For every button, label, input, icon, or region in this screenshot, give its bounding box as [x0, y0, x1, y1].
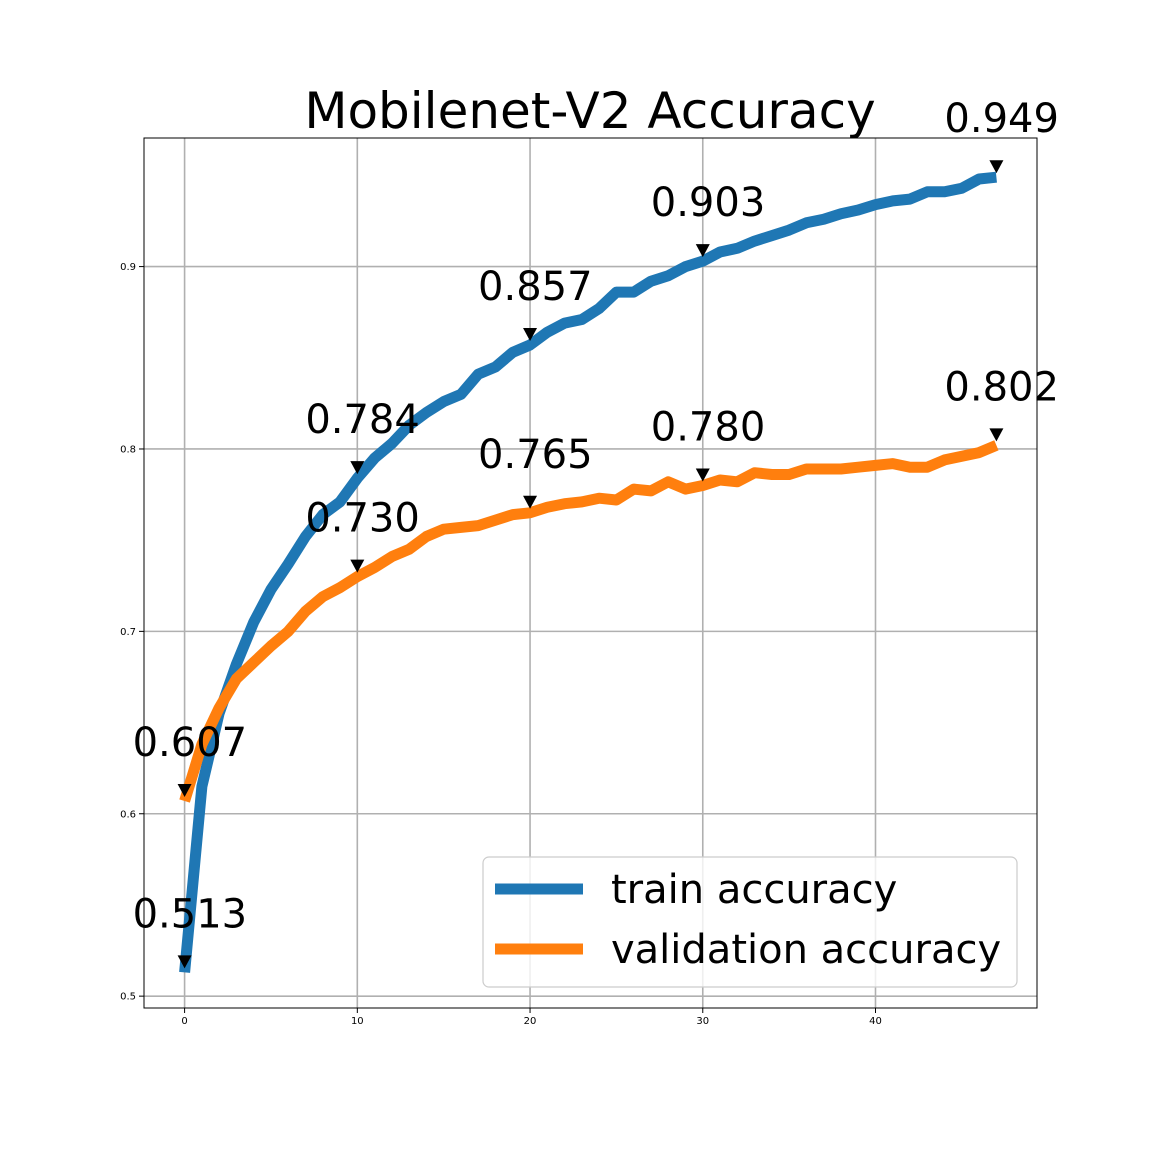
annotation-arrow: [989, 160, 1004, 174]
annotation-label: 0.903: [651, 180, 766, 226]
annotation-arrow: [177, 955, 192, 969]
annotation-label: 0.857: [478, 264, 593, 310]
annotation-label: 0.607: [133, 720, 248, 766]
annotation-label: 0.513: [133, 891, 248, 937]
annotation-arrow: [695, 468, 710, 482]
chart-title: Mobilenet-V2 Accuracy: [304, 82, 875, 140]
legend-label: validation accuracy: [611, 927, 1001, 973]
axes-layer: 0 10 20 30 40 0.5 0.6 0.7 0.8 0.9: [120, 137, 1038, 1027]
annotation-arrow: [523, 495, 538, 509]
legend-box: [482, 856, 1018, 988]
annotation-arrow: [350, 461, 365, 475]
y-tick-label: 0.7: [120, 627, 136, 638]
y-tick-label: 0.9: [120, 262, 136, 273]
x-tick-label: 40: [869, 1016, 882, 1027]
annotation-label: 0.730: [305, 496, 420, 542]
annotation-label: 0.765: [478, 432, 593, 478]
y-tick-label: 0.8: [120, 444, 136, 455]
annotation-arrow: [695, 244, 710, 258]
series-layer: [179, 171, 999, 973]
annotation-label: 0.780: [651, 404, 766, 450]
x-tick-label: 20: [524, 1016, 537, 1027]
annotation-arrow: [989, 428, 1004, 442]
x-tick-label: 0: [181, 1016, 187, 1027]
x-tick-label: 30: [696, 1016, 709, 1027]
annotation-arrow: [177, 783, 192, 797]
x-tick-label: 10: [351, 1016, 364, 1027]
series-line-train-accuracy: [179, 171, 997, 973]
annotation-label: 0.784: [305, 397, 420, 443]
annotation-label: 0.802: [944, 364, 1059, 410]
annotation-label: 0.949: [944, 96, 1059, 142]
annotation-arrow: [523, 328, 538, 342]
annotation-arrow: [350, 559, 365, 573]
y-tick-label: 0.5: [120, 992, 136, 1003]
series-line-validation-accuracy: [179, 440, 999, 803]
legend: train accuracy validation accuracy: [482, 856, 1018, 988]
grid-layer: [144, 138, 1037, 1008]
legend-label: train accuracy: [611, 867, 897, 913]
annotation-layer: 0.513 0.784 0.857 0.903 0.949 0.607 0.730 0.765…: [133, 96, 1059, 969]
y-tick-label: 0.6: [120, 809, 136, 820]
plot-frame: [143, 137, 1038, 1009]
